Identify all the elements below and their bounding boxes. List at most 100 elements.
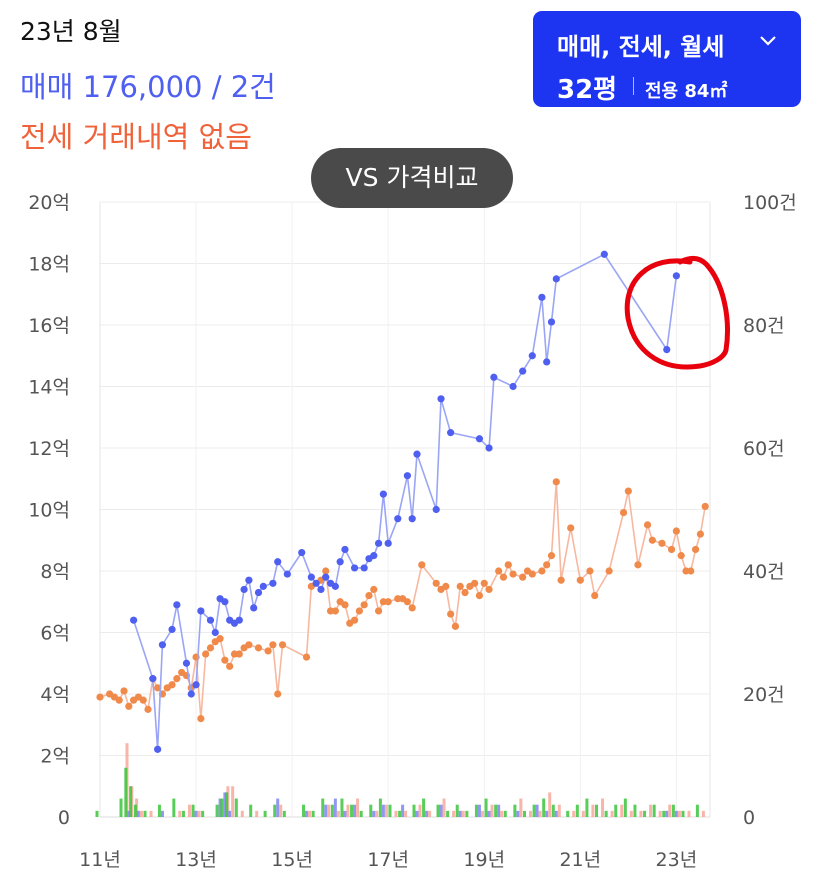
rent-point: [264, 647, 272, 655]
volume-bar: [139, 810, 143, 817]
sale-point: [312, 579, 320, 587]
sale-point: [370, 552, 378, 560]
volume-bar: [687, 810, 691, 817]
sale-point: [322, 573, 330, 581]
y-tick-label: 2억: [40, 746, 70, 768]
size-label: 32평: [557, 75, 618, 105]
volume-bar: [194, 810, 198, 817]
rent-point: [221, 656, 229, 664]
volume-bar: [191, 804, 195, 817]
volume-bar: [665, 810, 669, 817]
x-tick-label: 21년: [559, 849, 601, 871]
volume-bar: [480, 810, 484, 817]
volume-bar: [263, 810, 267, 817]
volume-bar: [350, 804, 354, 817]
volume-bar: [484, 798, 488, 817]
volume-bar: [649, 804, 653, 817]
volume-bar: [181, 810, 185, 817]
sale-point: [149, 675, 157, 683]
volume-bar: [494, 804, 498, 817]
sale-point: [384, 539, 392, 547]
sale-point: [663, 346, 671, 354]
volume-bar: [425, 810, 429, 817]
sale-point: [437, 395, 445, 403]
volume-bar: [381, 804, 385, 817]
y2-tick-label: 80건: [743, 315, 785, 337]
rent-point: [235, 650, 243, 658]
rent-point: [605, 567, 613, 575]
rent-point: [552, 478, 560, 486]
volume-bar: [228, 810, 232, 817]
volume-bar: [528, 810, 532, 817]
volume-bar: [369, 804, 373, 817]
trade-type-selector[interactable]: 매매, 전세, 월세 32평 전용 84㎡: [533, 11, 801, 107]
sale-point: [307, 573, 315, 581]
sale-point: [394, 515, 402, 523]
rent-point: [672, 527, 680, 535]
volume-bar: [311, 810, 315, 817]
volume-bar: [187, 804, 191, 817]
volume-bar: [614, 804, 618, 817]
volume-bar: [439, 804, 443, 817]
rent-point: [471, 579, 479, 587]
sale-point: [130, 616, 138, 624]
volume-bar: [124, 767, 128, 817]
sale-point: [283, 570, 291, 578]
rent-point: [374, 607, 383, 615]
x-tick-label: 11년: [79, 849, 121, 871]
rent-summary: 전세 거래내역 없음: [20, 120, 252, 154]
volume-bar: [668, 804, 672, 817]
compare-button[interactable]: VS 가격비교: [311, 148, 513, 208]
volume-bar: [652, 804, 656, 817]
sale-point: [221, 598, 229, 606]
rent-point: [504, 561, 512, 569]
y2-tick-label: 20건: [743, 684, 785, 706]
volume-bar: [436, 804, 440, 817]
rent-point: [355, 607, 363, 615]
volume-bar: [681, 810, 685, 817]
volume-bar: [127, 810, 131, 817]
volume-bar: [513, 804, 517, 817]
rent-point: [226, 662, 234, 670]
volume-bar: [372, 810, 376, 817]
rent-point: [677, 552, 685, 560]
y-tick-label: 8억: [40, 561, 70, 583]
sale-point: [336, 558, 344, 566]
rent-point: [509, 570, 517, 578]
sale-point: [350, 564, 359, 572]
rent-point: [643, 521, 652, 529]
rent-point: [648, 536, 656, 544]
volume-bar: [677, 810, 681, 817]
volume-bar: [639, 810, 643, 817]
volume-bar: [321, 798, 325, 817]
rent-point: [567, 524, 575, 532]
volume-bar: [255, 810, 259, 817]
rent-point: [528, 570, 536, 578]
rent-point: [538, 567, 546, 575]
rent-point: [456, 582, 464, 590]
sale-summary: 매매 176,000 / 2건: [20, 70, 276, 104]
volume-bar: [623, 798, 627, 817]
rent-point: [624, 487, 632, 495]
sale-point: [447, 429, 455, 437]
volume-bar: [671, 804, 675, 817]
volume-bar: [359, 810, 363, 817]
volume-bar: [465, 810, 469, 817]
volume-bar: [388, 804, 392, 817]
sale-point: [341, 545, 349, 554]
rent-point: [173, 675, 181, 683]
sale-point: [240, 585, 248, 594]
volume-bar: [143, 810, 147, 817]
volume-bar: [231, 786, 235, 817]
volume-bar: [279, 804, 283, 817]
volume-bar: [522, 810, 526, 817]
rent-point: [499, 573, 508, 581]
volume-bar: [302, 804, 306, 817]
volume-bar: [375, 810, 379, 817]
rent-point: [687, 567, 695, 575]
rent-point: [154, 684, 162, 692]
rent-point: [370, 585, 378, 594]
volume-bar: [497, 804, 501, 817]
rent-point: [254, 644, 263, 652]
